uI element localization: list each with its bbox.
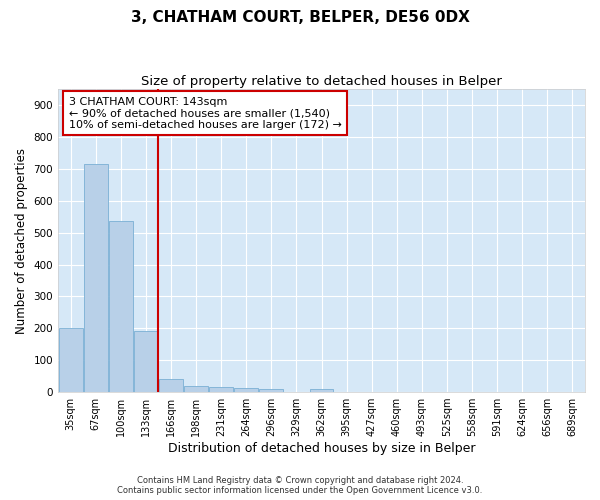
Y-axis label: Number of detached properties: Number of detached properties [15, 148, 28, 334]
Text: 3, CHATHAM COURT, BELPER, DE56 0DX: 3, CHATHAM COURT, BELPER, DE56 0DX [131, 10, 469, 25]
X-axis label: Distribution of detached houses by size in Belper: Distribution of detached houses by size … [168, 442, 475, 455]
Bar [235, 388, 258, 392]
Title: Size of property relative to detached houses in Belper: Size of property relative to detached ho… [141, 75, 502, 88]
Bar [184, 386, 208, 392]
Bar [159, 378, 183, 392]
Text: Contains HM Land Registry data © Crown copyright and database right 2024.
Contai: Contains HM Land Registry data © Crown c… [118, 476, 482, 495]
Text: 3 CHATHAM COURT: 143sqm
← 90% of detached houses are smaller (1,540)
10% of semi: 3 CHATHAM COURT: 143sqm ← 90% of detache… [68, 96, 341, 130]
Bar [134, 330, 158, 392]
Bar [84, 164, 107, 392]
Bar [310, 389, 334, 392]
Bar [209, 388, 233, 392]
Bar [109, 222, 133, 392]
Bar [59, 328, 83, 392]
Bar [259, 389, 283, 392]
